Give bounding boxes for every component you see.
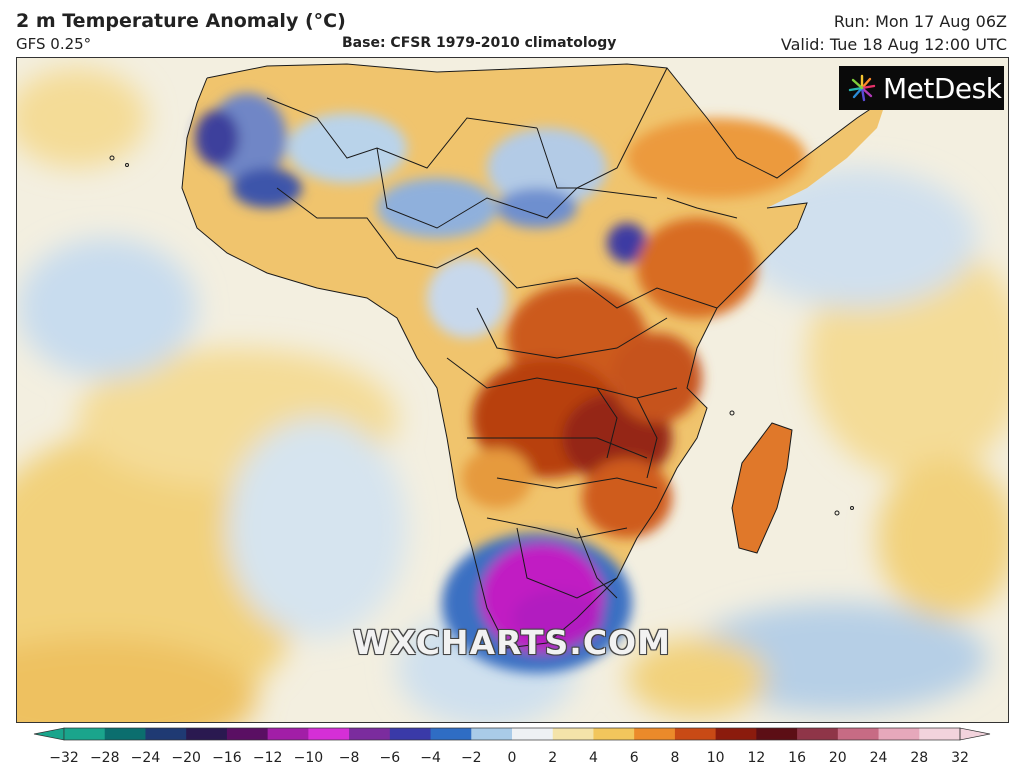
anomaly-map: MetDesk — [16, 57, 1009, 723]
ocean-anomaly-patches — [17, 68, 1008, 722]
scale-swatch — [756, 728, 798, 740]
scale-tick-label: 10 — [706, 750, 725, 766]
scale-frame — [63, 727, 961, 741]
scale-tick-label: 8 — [670, 750, 680, 766]
scale-swatch — [837, 728, 880, 740]
scale-tick-label: −20 — [171, 750, 201, 766]
color-scale: −32 −28 −24 −20 −16 −12 −10 −8 −6 −4 −2 0 2 4 6 8 10 12 16… — [16, 726, 1008, 776]
scale-swatch — [797, 728, 839, 740]
logo-text: MetDesk — [883, 71, 1002, 105]
scale-swatch — [186, 728, 228, 740]
scale-swatch — [64, 728, 106, 740]
madagascar — [732, 423, 792, 553]
scale-tick-label: 4 — [588, 750, 598, 766]
scale-tick-label: −8 — [338, 750, 360, 766]
scale-tick-label: −24 — [130, 750, 161, 766]
metdesk-logo: MetDesk — [839, 66, 1004, 110]
scale-swatch — [919, 728, 961, 740]
scale-tick-label: −32 — [49, 750, 79, 766]
scale-tick-label: −28 — [89, 750, 120, 766]
scale-tick-label: 32 — [951, 750, 969, 766]
scale-swatch — [349, 728, 391, 740]
run-time: Run: Mon 17 Aug 06Z — [833, 12, 1007, 31]
scale-swatch — [674, 728, 717, 740]
scale-tick-label: 6 — [629, 750, 639, 766]
southern-africa-cold-anomaly — [442, 533, 632, 673]
wxcharts-watermark: WXCHARTS.COM — [353, 623, 671, 662]
scale-tick-label: 20 — [828, 750, 847, 766]
scale-swatch — [634, 728, 676, 740]
scale-swatch — [430, 728, 472, 740]
metdesk-starburst-icon — [848, 74, 876, 102]
scale-swatch — [593, 728, 635, 740]
scale-swatch — [389, 728, 432, 740]
scale-swatch — [145, 728, 187, 740]
scale-tick-label: 24 — [869, 750, 888, 766]
scale-tick-label: 0 — [507, 750, 517, 766]
scale-tick-label: −16 — [212, 750, 242, 766]
islands — [109, 155, 854, 516]
scale-swatch — [878, 728, 920, 740]
scale-swatch — [471, 728, 513, 740]
scale-tick-label: −12 — [252, 750, 283, 766]
scale-swatch — [715, 728, 757, 740]
chart-title: 2 m Temperature Anomaly (°C) — [16, 10, 346, 32]
scale-tick-label: −10 — [293, 750, 324, 766]
scale-tick-label: −4 — [420, 750, 441, 766]
land-anomaly-patches — [195, 93, 807, 538]
valid-time: Valid: Tue 18 Aug 12:00 UTC — [780, 35, 1007, 54]
map-svg — [17, 58, 1008, 722]
scale-swatch — [308, 728, 350, 740]
scale-swatch — [512, 728, 554, 740]
base-climatology: Base: CFSR 1979-2010 climatology — [342, 35, 617, 51]
scale-tick-label: 28 — [910, 750, 929, 766]
scale-swatch — [104, 728, 146, 740]
scale-swatch — [226, 728, 269, 740]
scale-swatch — [267, 728, 309, 740]
scale-tick-label: −2 — [460, 750, 482, 766]
scale-tick-label: 2 — [548, 750, 558, 766]
scale-swatch — [552, 728, 594, 740]
scale-tick-label: 16 — [788, 750, 806, 766]
scale-tick-label: −6 — [379, 750, 401, 766]
scale-arrow-high — [959, 727, 991, 741]
model-name: GFS 0.25° — [16, 35, 92, 53]
scale-arrow-low — [33, 727, 65, 741]
country-borders — [181, 63, 888, 649]
scale-tick-label: 12 — [747, 750, 766, 766]
color-scale-bar — [33, 727, 991, 741]
